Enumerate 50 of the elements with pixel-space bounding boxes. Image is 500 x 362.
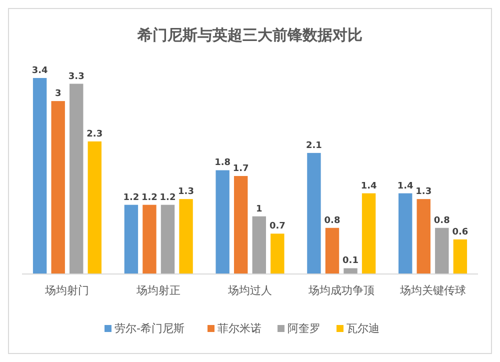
- bar: [160, 204, 175, 274]
- bar: [325, 228, 340, 274]
- data-label: 1.8: [214, 158, 231, 168]
- data-label: 1.3: [178, 187, 194, 198]
- data-label: 1.2: [123, 192, 140, 203]
- bar: [142, 204, 156, 274]
- bar: [252, 216, 266, 274]
- data-label: 1.2: [160, 192, 176, 203]
- data-label: 2.3: [86, 129, 103, 140]
- bar: [344, 268, 358, 274]
- bar: [124, 204, 138, 274]
- bar: [179, 199, 193, 274]
- bar: [51, 101, 65, 274]
- data-label: 2.1: [306, 140, 322, 151]
- data-label: 0.8: [434, 216, 450, 226]
- bar: [416, 199, 430, 274]
- bar: [234, 176, 248, 274]
- legend-label: 劳尔-希门尼斯: [114, 322, 184, 335]
- bar: [32, 78, 47, 274]
- data-label: 0.6: [452, 227, 468, 238]
- bar: [398, 193, 412, 274]
- bar: [453, 239, 468, 274]
- data-label: 3.3: [68, 72, 84, 82]
- data-label: 0.7: [269, 222, 286, 232]
- bar: [362, 193, 376, 274]
- bar: [216, 170, 230, 274]
- data-label: 0.8: [324, 216, 340, 226]
- bar: [307, 152, 321, 274]
- data-label: 1.4: [360, 181, 377, 192]
- chart-title: 希门尼斯与英超三大前锋数据对比: [136, 26, 362, 44]
- x-tick-label: 场均射门: [44, 284, 90, 297]
- data-label: 3: [54, 89, 62, 100]
- data-label: 1: [256, 204, 262, 214]
- legend-label: 菲尔米诺: [218, 322, 262, 335]
- x-tick-label: 场均关键传球: [398, 284, 466, 297]
- bar: [270, 234, 284, 274]
- bar: [435, 228, 449, 274]
- x-tick-label: 场均射正: [136, 284, 181, 297]
- data-label: 1.4: [397, 181, 414, 192]
- legend-label: 阿奎罗: [288, 322, 320, 335]
- legend-label: 瓦尔迪: [346, 322, 380, 335]
- data-label: 1.3: [416, 187, 432, 198]
- data-label: 1.7: [232, 164, 249, 174]
- bar: [88, 141, 102, 274]
- bar: [70, 84, 84, 274]
- x-tick-label: 场均成功争顶: [307, 284, 374, 297]
- data-label: 0.1: [342, 256, 358, 266]
- x-tick-label: 场均过人: [227, 284, 272, 297]
- data-label: 1.2: [142, 192, 158, 203]
- data-label: 3.4: [32, 66, 48, 76]
